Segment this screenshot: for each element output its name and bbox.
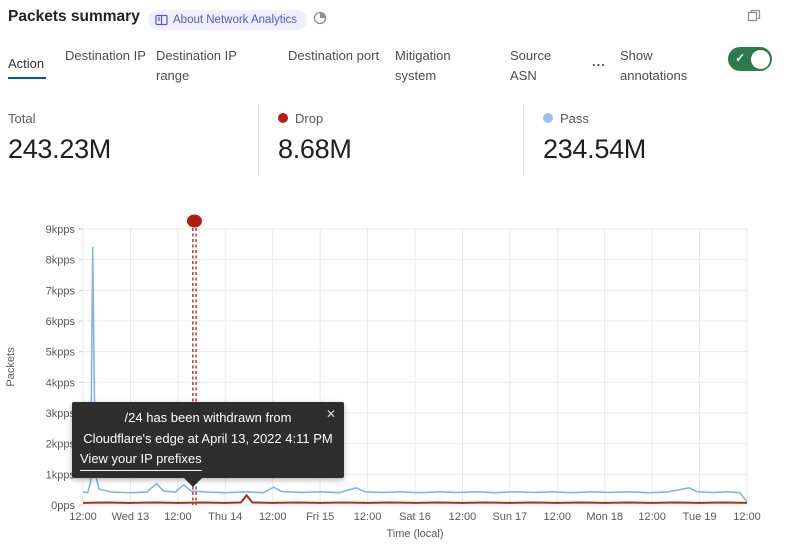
svg-text:3kpps: 3kpps [46,408,76,420]
more-tabs-button[interactable]: ... [592,54,606,69]
svg-text:12:00: 12:00 [259,511,287,523]
stat-pass-value: 234.54M [543,134,646,164]
stat-drop-label: Drop [295,110,324,126]
svg-text:12:00: 12:00 [449,511,477,523]
show-annotations-label: Show annotations [620,48,688,83]
svg-text:Sun 17: Sun 17 [492,511,527,523]
tab-source-asn[interactable]: Source ASN [510,48,552,83]
tab-action[interactable]: Action [8,54,47,79]
tooltip-pointer [183,476,203,487]
svg-text:12:00: 12:00 [354,511,382,523]
svg-text:2kpps: 2kpps [46,439,76,451]
clock-icon[interactable] [312,10,328,31]
about-network-analytics-badge[interactable]: About Network Analytics [148,10,308,30]
tooltip-message-line2: Cloudflare's edge at April 13, 2022 4:11… [83,430,333,446]
page-title: Packets summary [8,8,140,25]
svg-text:Mon 18: Mon 18 [586,511,623,523]
tab-destination-ip[interactable]: Destination IP [65,48,146,63]
view-ip-prefixes-link[interactable]: View your IP prefixes [80,449,202,471]
svg-text:9kpps: 9kpps [46,224,76,236]
stat-pass: Pass 234.54M [543,110,646,165]
svg-text:6kpps: 6kpps [46,316,76,328]
stat-drop-value: 8.68M [278,134,352,164]
stat-total-value: 243.23M [8,134,111,164]
stat-total-label: Total [8,110,36,126]
duplicate-view-icon[interactable] [746,8,762,29]
pass-legend-dot [543,113,553,123]
tab-destination-port[interactable]: Destination port [288,48,380,63]
book-icon [155,14,168,26]
svg-text:8kpps: 8kpps [46,255,76,267]
svg-text:Thu 14: Thu 14 [208,511,242,523]
tooltip-message-line1: /24 has been withdrawn from [124,410,292,425]
svg-text:7kpps: 7kpps [46,285,76,297]
drop-legend-dot [278,113,288,123]
tab-mitigation-system[interactable]: Mitigation system [395,48,451,83]
svg-text:0pps: 0pps [51,500,75,512]
stat-pass-label: Pass [560,110,589,126]
svg-text:12:00: 12:00 [69,511,97,523]
close-icon[interactable]: ✕ [325,407,336,421]
svg-text:Time (local): Time (local) [386,528,443,540]
svg-text:12:00: 12:00 [544,511,572,523]
svg-text:Fri 15: Fri 15 [306,511,334,523]
svg-text:12:00: 12:00 [638,511,666,523]
tab-destination-ip-range[interactable]: Destination IP range [156,48,237,83]
stat-drop: Drop 8.68M [278,110,352,165]
annotation-tooltip: /24 has been withdrawn from Cloudflare's… [72,402,344,487]
stat-total: Total 243.23M [8,110,111,165]
svg-text:5kpps: 5kpps [46,347,76,359]
svg-text:12:00: 12:00 [164,511,192,523]
svg-text:Wed 13: Wed 13 [112,511,150,523]
svg-text:Sat 16: Sat 16 [399,511,431,523]
svg-text:12:00: 12:00 [733,511,761,523]
stats-divider [258,104,259,176]
svg-text:1kpps: 1kpps [46,469,76,481]
svg-text:Tue 19: Tue 19 [683,511,717,523]
about-badge-label: About Network Analytics [173,14,298,26]
stats-divider [523,104,524,176]
svg-text:4kpps: 4kpps [46,377,76,389]
toggle-knob [750,49,770,69]
svg-text:Packets: Packets [5,347,17,387]
show-annotations-toggle[interactable] [728,47,772,71]
